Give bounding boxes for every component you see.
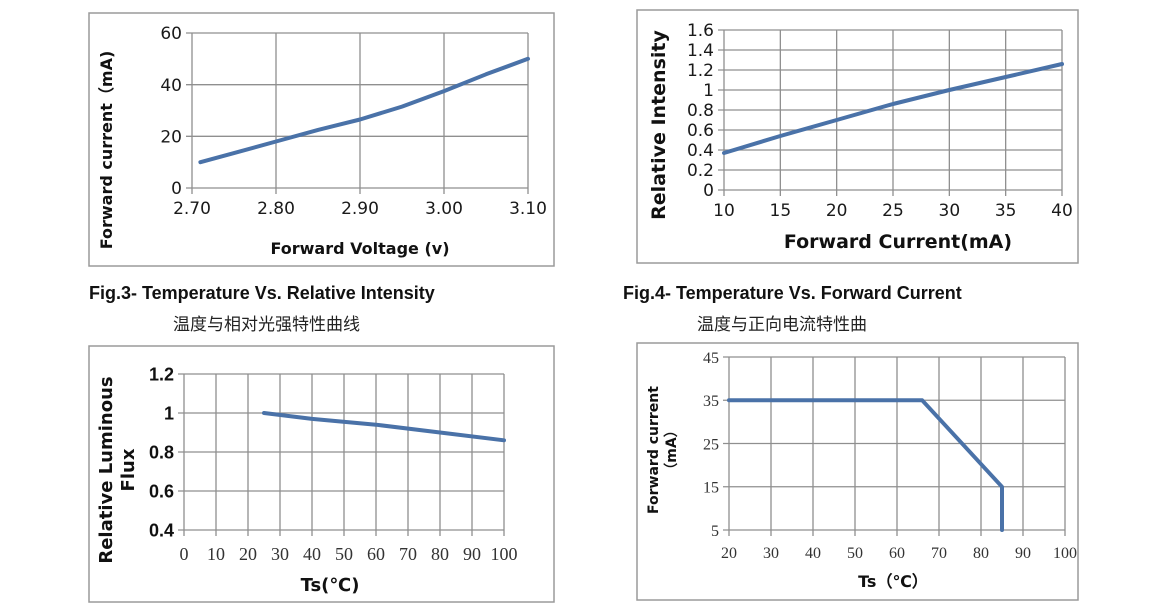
y-tick-label: 25 <box>703 436 719 453</box>
x-axis-title: Ts(℃) <box>301 575 360 596</box>
y-tick-label: 20 <box>160 127 182 147</box>
fig4-caption: Fig.4- Temperature Vs. Forward Current <box>623 283 962 303</box>
x-tick-label: 20 <box>826 201 848 221</box>
y-tick-label: 0.4 <box>149 520 174 540</box>
fig3-subcaption: 温度与相对光强特性曲线 <box>173 315 360 335</box>
chart-1: 0 20 40 60 2.70 2.80 2.90 3.00 3.10 Forward Volta… <box>88 12 555 267</box>
chart-2: 00.20.40.60.811.21.41.6 10 15 20 25 30 35 40 For… <box>636 9 1079 264</box>
x-tick-label: 90 <box>463 544 481 564</box>
x-tick-label: 100 <box>1053 545 1077 562</box>
y-tick-label: 0.6 <box>687 121 714 141</box>
x-tick-label: 90 <box>1015 545 1031 562</box>
x-tick-label: 100 <box>491 544 518 564</box>
y-axis-title: Forward current <box>646 386 662 514</box>
x-tick-label: 80 <box>973 545 989 562</box>
y-axis-title: Relative Luminous <box>96 376 117 563</box>
x-tick-label: 10 <box>207 544 225 564</box>
y-axis-title: Flux <box>118 448 139 491</box>
x-tick-label: 40 <box>805 545 821 562</box>
y-tick-label: 0.8 <box>687 101 714 121</box>
y-axis-title: Forward current（mA) <box>97 51 116 250</box>
fig4-subcaption: 温度与正向电流特性曲 <box>697 315 867 335</box>
y-tick-label: 0.4 <box>687 141 714 161</box>
y-tick-label: 1 <box>703 81 714 101</box>
x-tick-label: 0 <box>180 544 189 564</box>
x-tick-label: 15 <box>770 201 792 221</box>
x-tick-label: 30 <box>763 545 779 562</box>
x-tick-label: 70 <box>399 544 417 564</box>
x-tick-label: 3.00 <box>425 199 463 219</box>
x-tick-label: 40 <box>303 544 321 564</box>
x-axis-title: Forward Voltage (v) <box>270 239 449 258</box>
y-tick-label: 5 <box>711 523 719 540</box>
x-tick-label: 20 <box>239 544 257 564</box>
y-tick-label: 0.2 <box>687 161 714 181</box>
x-tick-label: 70 <box>931 545 947 562</box>
x-tick-label: 30 <box>271 544 289 564</box>
x-tick-label: 30 <box>939 201 961 221</box>
y-tick-label: 15 <box>703 480 719 497</box>
y-axis-title: Relative Intensity <box>648 30 670 220</box>
x-tick-label: 60 <box>367 544 385 564</box>
x-tick-label: 50 <box>847 545 863 562</box>
x-axis-title: Ts（℃） <box>858 572 928 591</box>
x-tick-label: 2.70 <box>173 199 211 219</box>
x-tick-label: 35 <box>995 201 1017 221</box>
x-tick-label: 2.80 <box>257 199 295 219</box>
x-tick-label: 60 <box>889 545 905 562</box>
y-tick-label: 40 <box>160 76 182 96</box>
chart-frame <box>636 342 1079 601</box>
y-tick-label: 1.6 <box>687 21 714 41</box>
fig3-caption: Fig.3- Temperature Vs. Relative Intensit… <box>89 283 435 303</box>
y-tick-label: 35 <box>703 393 719 410</box>
chart-frame <box>636 9 1079 264</box>
y-tick-label: 1.2 <box>149 364 174 384</box>
x-axis-title: Forward Current(mA) <box>784 231 1012 253</box>
y-tick-label: 1 <box>164 403 174 423</box>
x-tick-label: 40 <box>1051 201 1073 221</box>
x-tick-label: 50 <box>335 544 353 564</box>
chart-frame <box>88 12 555 267</box>
y-tick-label: 60 <box>160 24 182 44</box>
x-tick-label: 25 <box>882 201 904 221</box>
x-tick-label: 3.10 <box>509 199 547 219</box>
x-tick-label: 10 <box>713 201 735 221</box>
y-tick-label: 1.2 <box>687 61 714 81</box>
x-tick-label: 80 <box>431 544 449 564</box>
chart-frame <box>88 345 555 603</box>
y-tick-label: 0 <box>703 181 714 201</box>
chart-4: 5 15 25 35 45 20 30 40 50 60 70 80 90 100 Ts（℃） Forward… <box>636 342 1079 601</box>
y-tick-label: 0.6 <box>149 481 174 501</box>
chart-3: 0.4 0.6 0.8 1 1.2 0 10 20 30 40 50 60 70 80 90 100 Ts(℃)… <box>88 345 555 603</box>
series-line <box>727 398 1004 532</box>
y-tick-label: 0 <box>171 179 182 199</box>
y-tick-label: 0.8 <box>149 442 174 462</box>
y-tick-label: 45 <box>703 350 719 367</box>
y-tick-label: 1.4 <box>687 41 714 61</box>
x-tick-label: 2.90 <box>341 199 379 219</box>
y-axis-title: （mA） <box>664 423 680 476</box>
x-tick-label: 20 <box>721 545 737 562</box>
